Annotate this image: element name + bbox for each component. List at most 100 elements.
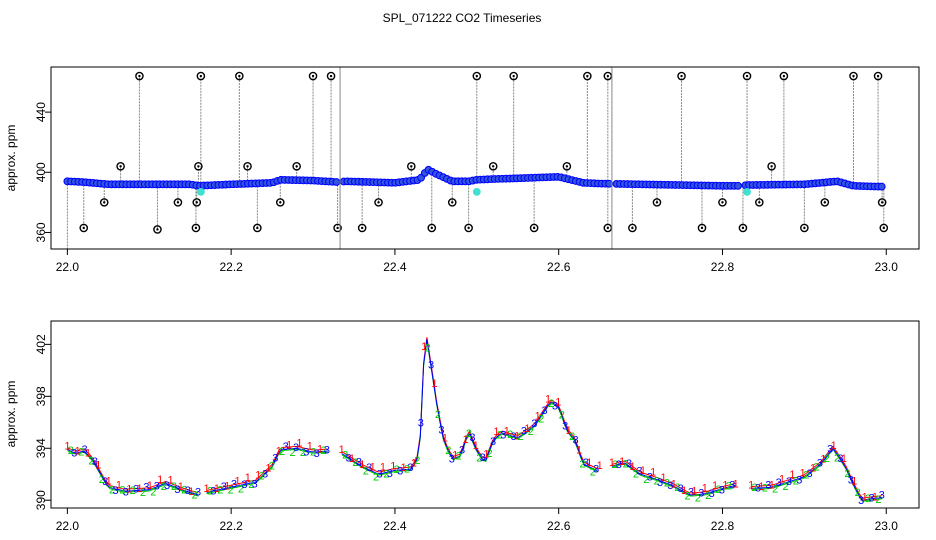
outlier-point <box>173 198 183 207</box>
series-1-marker: 1 <box>473 440 479 452</box>
series-3-marker: 3 <box>438 425 444 437</box>
outlier-point-center <box>329 74 333 78</box>
outlier-point-center <box>238 74 241 78</box>
series-1-marker: 1 <box>851 475 857 487</box>
series-2-marker: 2 <box>772 483 778 495</box>
outlier-point-center <box>475 74 479 78</box>
series-3-marker: 3 <box>376 468 382 480</box>
series-2-marker: 2 <box>320 445 326 457</box>
series-1-marker: 1 <box>514 431 520 443</box>
series-2-marker: 2 <box>569 431 575 443</box>
series-3-marker: 3 <box>552 401 558 413</box>
series-1-marker: 1 <box>524 423 530 435</box>
series-1-marker: 1 <box>748 479 754 491</box>
baseline-point <box>332 178 341 186</box>
outlier-point-center <box>176 201 180 204</box>
series-1-marker: 1 <box>359 459 365 471</box>
top-y-axis-label: approx. ppm <box>4 125 18 192</box>
series-2-marker: 2 <box>507 429 513 441</box>
series-2-marker: 2 <box>414 455 420 467</box>
series-3-marker: 3 <box>698 488 704 500</box>
outlier-point-center <box>803 226 806 230</box>
series-1-marker: 1 <box>779 474 785 486</box>
series-1-marker: 1 <box>841 453 847 465</box>
outlier-point <box>742 71 752 81</box>
outlier-point-center <box>741 226 745 230</box>
series-2-marker: 2 <box>466 428 472 440</box>
outlier-point <box>374 198 383 207</box>
outlier-point-center <box>451 201 454 204</box>
series-2-marker: 2 <box>181 484 187 496</box>
outlier-point-center <box>491 165 495 168</box>
series-1-marker: 1 <box>390 461 396 473</box>
series-2-marker: 2 <box>140 487 146 499</box>
series-3-marker: 3 <box>293 442 299 454</box>
series-3-marker: 3 <box>231 479 237 491</box>
series-1-marker: 1 <box>650 467 656 479</box>
series-2-marker: 2 <box>674 482 680 494</box>
series-3-marker: 3 <box>868 492 874 504</box>
series-3-marker: 3 <box>303 446 309 458</box>
series-1-marker: 1 <box>483 448 489 460</box>
series-1-marker: 1 <box>204 483 210 495</box>
series-1-line <box>341 337 598 473</box>
series-2-marker: 2 <box>228 485 234 497</box>
outlier-point <box>464 223 473 233</box>
series-2-marker: 2 <box>352 457 358 469</box>
outlier-point-center <box>336 226 339 230</box>
outlier-point <box>196 71 206 81</box>
series-1-marker: 1 <box>789 469 795 481</box>
outlier-point <box>873 71 883 81</box>
outlier-point <box>253 223 262 233</box>
series-3-marker: 3 <box>807 468 813 480</box>
bottom-panel-axes: 22.0 22.2 22.4 22.6 22.8 23.0 390 394 398 402 <box>34 334 898 533</box>
y-tick-label: 398 <box>34 386 48 406</box>
outlier-point-center <box>156 228 159 231</box>
outlier-point <box>135 71 144 81</box>
series-3-marker: 3 <box>221 481 227 493</box>
outlier-point <box>879 223 889 233</box>
outlier-point <box>718 198 727 207</box>
outlier-point-center <box>880 201 884 204</box>
series-1-line <box>751 445 883 499</box>
series-1-marker: 1 <box>75 446 81 458</box>
series-3-marker: 3 <box>647 471 653 483</box>
outlier-point <box>779 71 789 81</box>
y-tick-label: 402 <box>34 334 48 354</box>
series-2-line <box>67 450 199 497</box>
series-1-marker: 1 <box>339 444 345 456</box>
series-2-marker: 2 <box>538 414 544 426</box>
series-3-marker: 3 <box>573 434 579 446</box>
x-tick-label: 22.0 <box>56 260 80 274</box>
series-1-marker: 1 <box>831 440 837 452</box>
series-2-marker: 2 <box>865 493 871 505</box>
outlier-point <box>235 71 244 81</box>
series-1-marker: 1 <box>452 449 458 461</box>
series-1-marker: 1 <box>504 425 510 437</box>
series-2-marker: 2 <box>425 343 431 355</box>
series-2-marker: 2 <box>834 453 840 465</box>
top-panel-frame <box>50 66 920 250</box>
outlier-point <box>292 161 301 171</box>
outlier-point-center <box>606 226 610 230</box>
series-1-marker: 1 <box>421 341 427 353</box>
outlier-point-center <box>103 201 106 204</box>
series-2-marker: 2 <box>217 484 223 496</box>
outlier-point <box>820 198 830 207</box>
series-3-line <box>341 339 598 475</box>
series-3-marker: 3 <box>657 477 663 489</box>
outlier-point <box>357 223 367 233</box>
series-1-marker: 1 <box>307 441 313 453</box>
series-1-marker: 1 <box>401 462 407 474</box>
series-3-marker: 3 <box>667 480 673 492</box>
y-tick-label: 390 <box>34 490 48 510</box>
outlier-point <box>767 161 776 171</box>
bottom-panel-frame <box>50 320 920 509</box>
series-2-marker: 2 <box>99 474 105 486</box>
outlier-point <box>407 161 416 171</box>
y-tick-label: 394 <box>34 438 48 458</box>
series-2-marker: 2 <box>248 479 254 491</box>
series-2-marker: 2 <box>623 458 629 470</box>
